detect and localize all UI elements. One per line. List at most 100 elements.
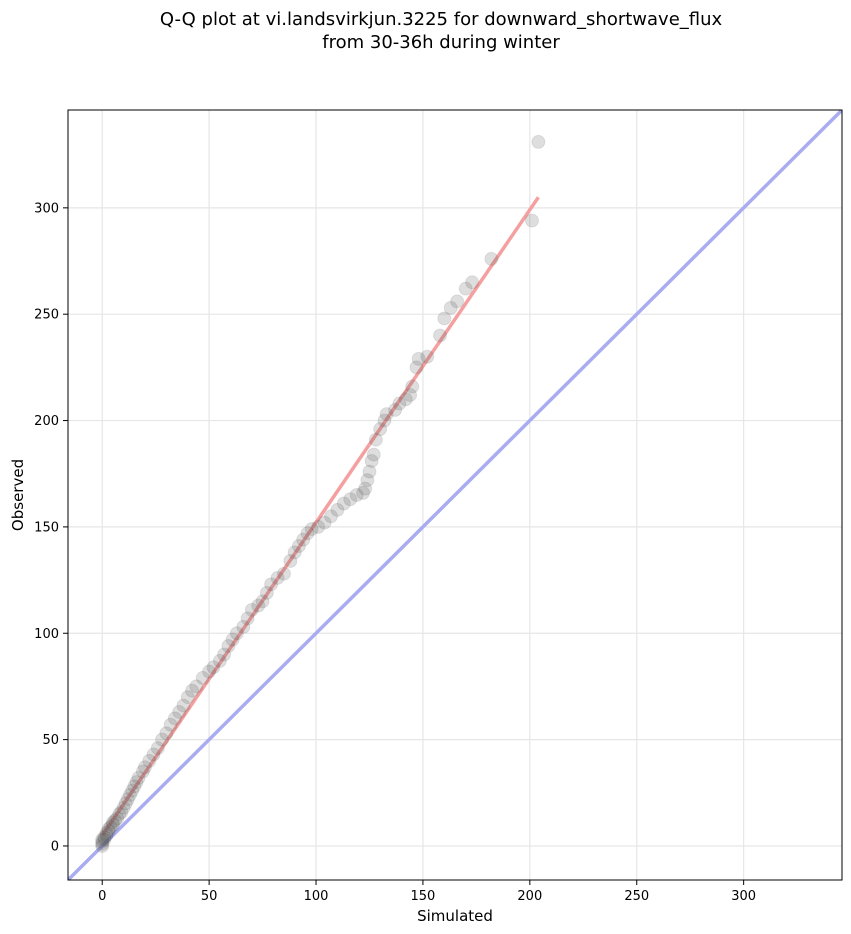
qq-point bbox=[123, 787, 138, 802]
qq-point bbox=[172, 704, 187, 719]
y-tick-label: 0 bbox=[51, 839, 59, 854]
qq-point bbox=[409, 360, 424, 375]
qq-point bbox=[236, 619, 251, 634]
qq-point bbox=[95, 834, 110, 849]
qq-point bbox=[97, 830, 112, 845]
qq-point bbox=[108, 813, 123, 828]
qq-point bbox=[287, 545, 302, 560]
y-axis-label: Observed bbox=[9, 459, 27, 531]
qq-point bbox=[229, 626, 244, 641]
y-tick-label: 250 bbox=[34, 308, 59, 323]
reference-lines bbox=[68, 110, 842, 880]
qq-point bbox=[364, 453, 379, 468]
qq-point bbox=[97, 832, 112, 847]
qq-point bbox=[185, 683, 200, 698]
qq-point bbox=[358, 481, 373, 496]
qq-point bbox=[146, 747, 161, 762]
qq-point bbox=[388, 402, 403, 417]
qq-point bbox=[317, 515, 332, 530]
qq-point bbox=[101, 824, 116, 839]
y-tick-label: 300 bbox=[34, 201, 59, 216]
qq-point bbox=[411, 351, 426, 366]
qq-point bbox=[105, 817, 120, 832]
qq-point bbox=[291, 539, 306, 554]
qq-point bbox=[368, 432, 383, 447]
qq-point bbox=[330, 502, 345, 517]
qq-point bbox=[304, 522, 319, 537]
axis-ticks: 0 50 100 150 200 250 300 0 50 100 150 200 250 300 bbox=[34, 201, 756, 904]
qq-point bbox=[167, 711, 182, 726]
qq-point bbox=[300, 526, 315, 541]
x-axis-label: Simulated bbox=[417, 907, 493, 925]
qq-point bbox=[180, 690, 195, 705]
qq-point bbox=[437, 311, 452, 326]
qq-point bbox=[443, 300, 458, 315]
qq-point bbox=[336, 496, 351, 511]
qq-point bbox=[221, 639, 236, 654]
qq-point bbox=[127, 779, 142, 794]
qq-point bbox=[125, 783, 140, 798]
qq-point bbox=[95, 838, 110, 853]
data-points bbox=[95, 134, 546, 853]
qq-point bbox=[135, 764, 150, 779]
qq-point bbox=[217, 647, 232, 662]
qq-point bbox=[118, 796, 133, 811]
qq-point bbox=[101, 821, 116, 836]
qq-point bbox=[379, 407, 394, 422]
qq-point bbox=[366, 447, 381, 462]
qq-point bbox=[116, 800, 131, 815]
qq-point bbox=[137, 760, 152, 775]
qq-point bbox=[356, 485, 371, 500]
y-tick-label: 150 bbox=[34, 520, 59, 535]
x-tick-label: 300 bbox=[731, 889, 756, 904]
qq-point bbox=[323, 509, 338, 524]
chart-title-line1: Q-Q plot at vi.landsvirkjun.3225 for dow… bbox=[160, 9, 723, 30]
identity-line bbox=[68, 110, 842, 880]
qq-point bbox=[264, 577, 279, 592]
qq-point bbox=[405, 379, 420, 394]
qq-point bbox=[255, 594, 270, 609]
y-tick-label: 200 bbox=[34, 414, 59, 429]
y-tick-label: 100 bbox=[34, 627, 59, 642]
qq-point bbox=[206, 660, 221, 675]
qq-point bbox=[362, 464, 377, 479]
grid-lines bbox=[68, 110, 842, 880]
qq-point bbox=[433, 328, 448, 343]
qq-point bbox=[311, 519, 326, 534]
qq-point bbox=[225, 632, 240, 647]
qq-point bbox=[129, 775, 144, 790]
qq-point bbox=[259, 585, 274, 600]
qq-point bbox=[120, 792, 135, 807]
qq-point bbox=[484, 251, 499, 266]
qq-point bbox=[114, 804, 129, 819]
qq-point bbox=[99, 828, 114, 843]
qq-point bbox=[420, 349, 435, 364]
qq-point bbox=[360, 473, 375, 488]
x-tick-label: 150 bbox=[411, 889, 436, 904]
qq-point bbox=[276, 566, 291, 581]
qq-point bbox=[202, 664, 217, 679]
qq-point bbox=[150, 741, 165, 756]
qq-point bbox=[159, 726, 174, 741]
qq-point bbox=[240, 611, 255, 626]
qq-point bbox=[99, 826, 114, 841]
qq-point bbox=[110, 811, 125, 826]
qq-point bbox=[458, 281, 473, 296]
qq-point bbox=[373, 422, 388, 437]
plot-frame bbox=[67, 109, 843, 881]
qq-point bbox=[176, 698, 191, 713]
qq-point bbox=[105, 815, 120, 830]
qq-point bbox=[103, 819, 118, 834]
x-tick-label: 100 bbox=[304, 889, 329, 904]
x-tick-label: 50 bbox=[201, 889, 218, 904]
qq-point bbox=[195, 670, 210, 685]
qq-point bbox=[296, 532, 311, 547]
fit-line bbox=[100, 196, 540, 837]
qq-point bbox=[349, 488, 364, 502]
qq-point bbox=[450, 294, 465, 309]
qq-point bbox=[524, 213, 539, 228]
qq-point bbox=[189, 679, 204, 694]
qq-point bbox=[251, 598, 266, 613]
qq-point bbox=[95, 836, 110, 851]
